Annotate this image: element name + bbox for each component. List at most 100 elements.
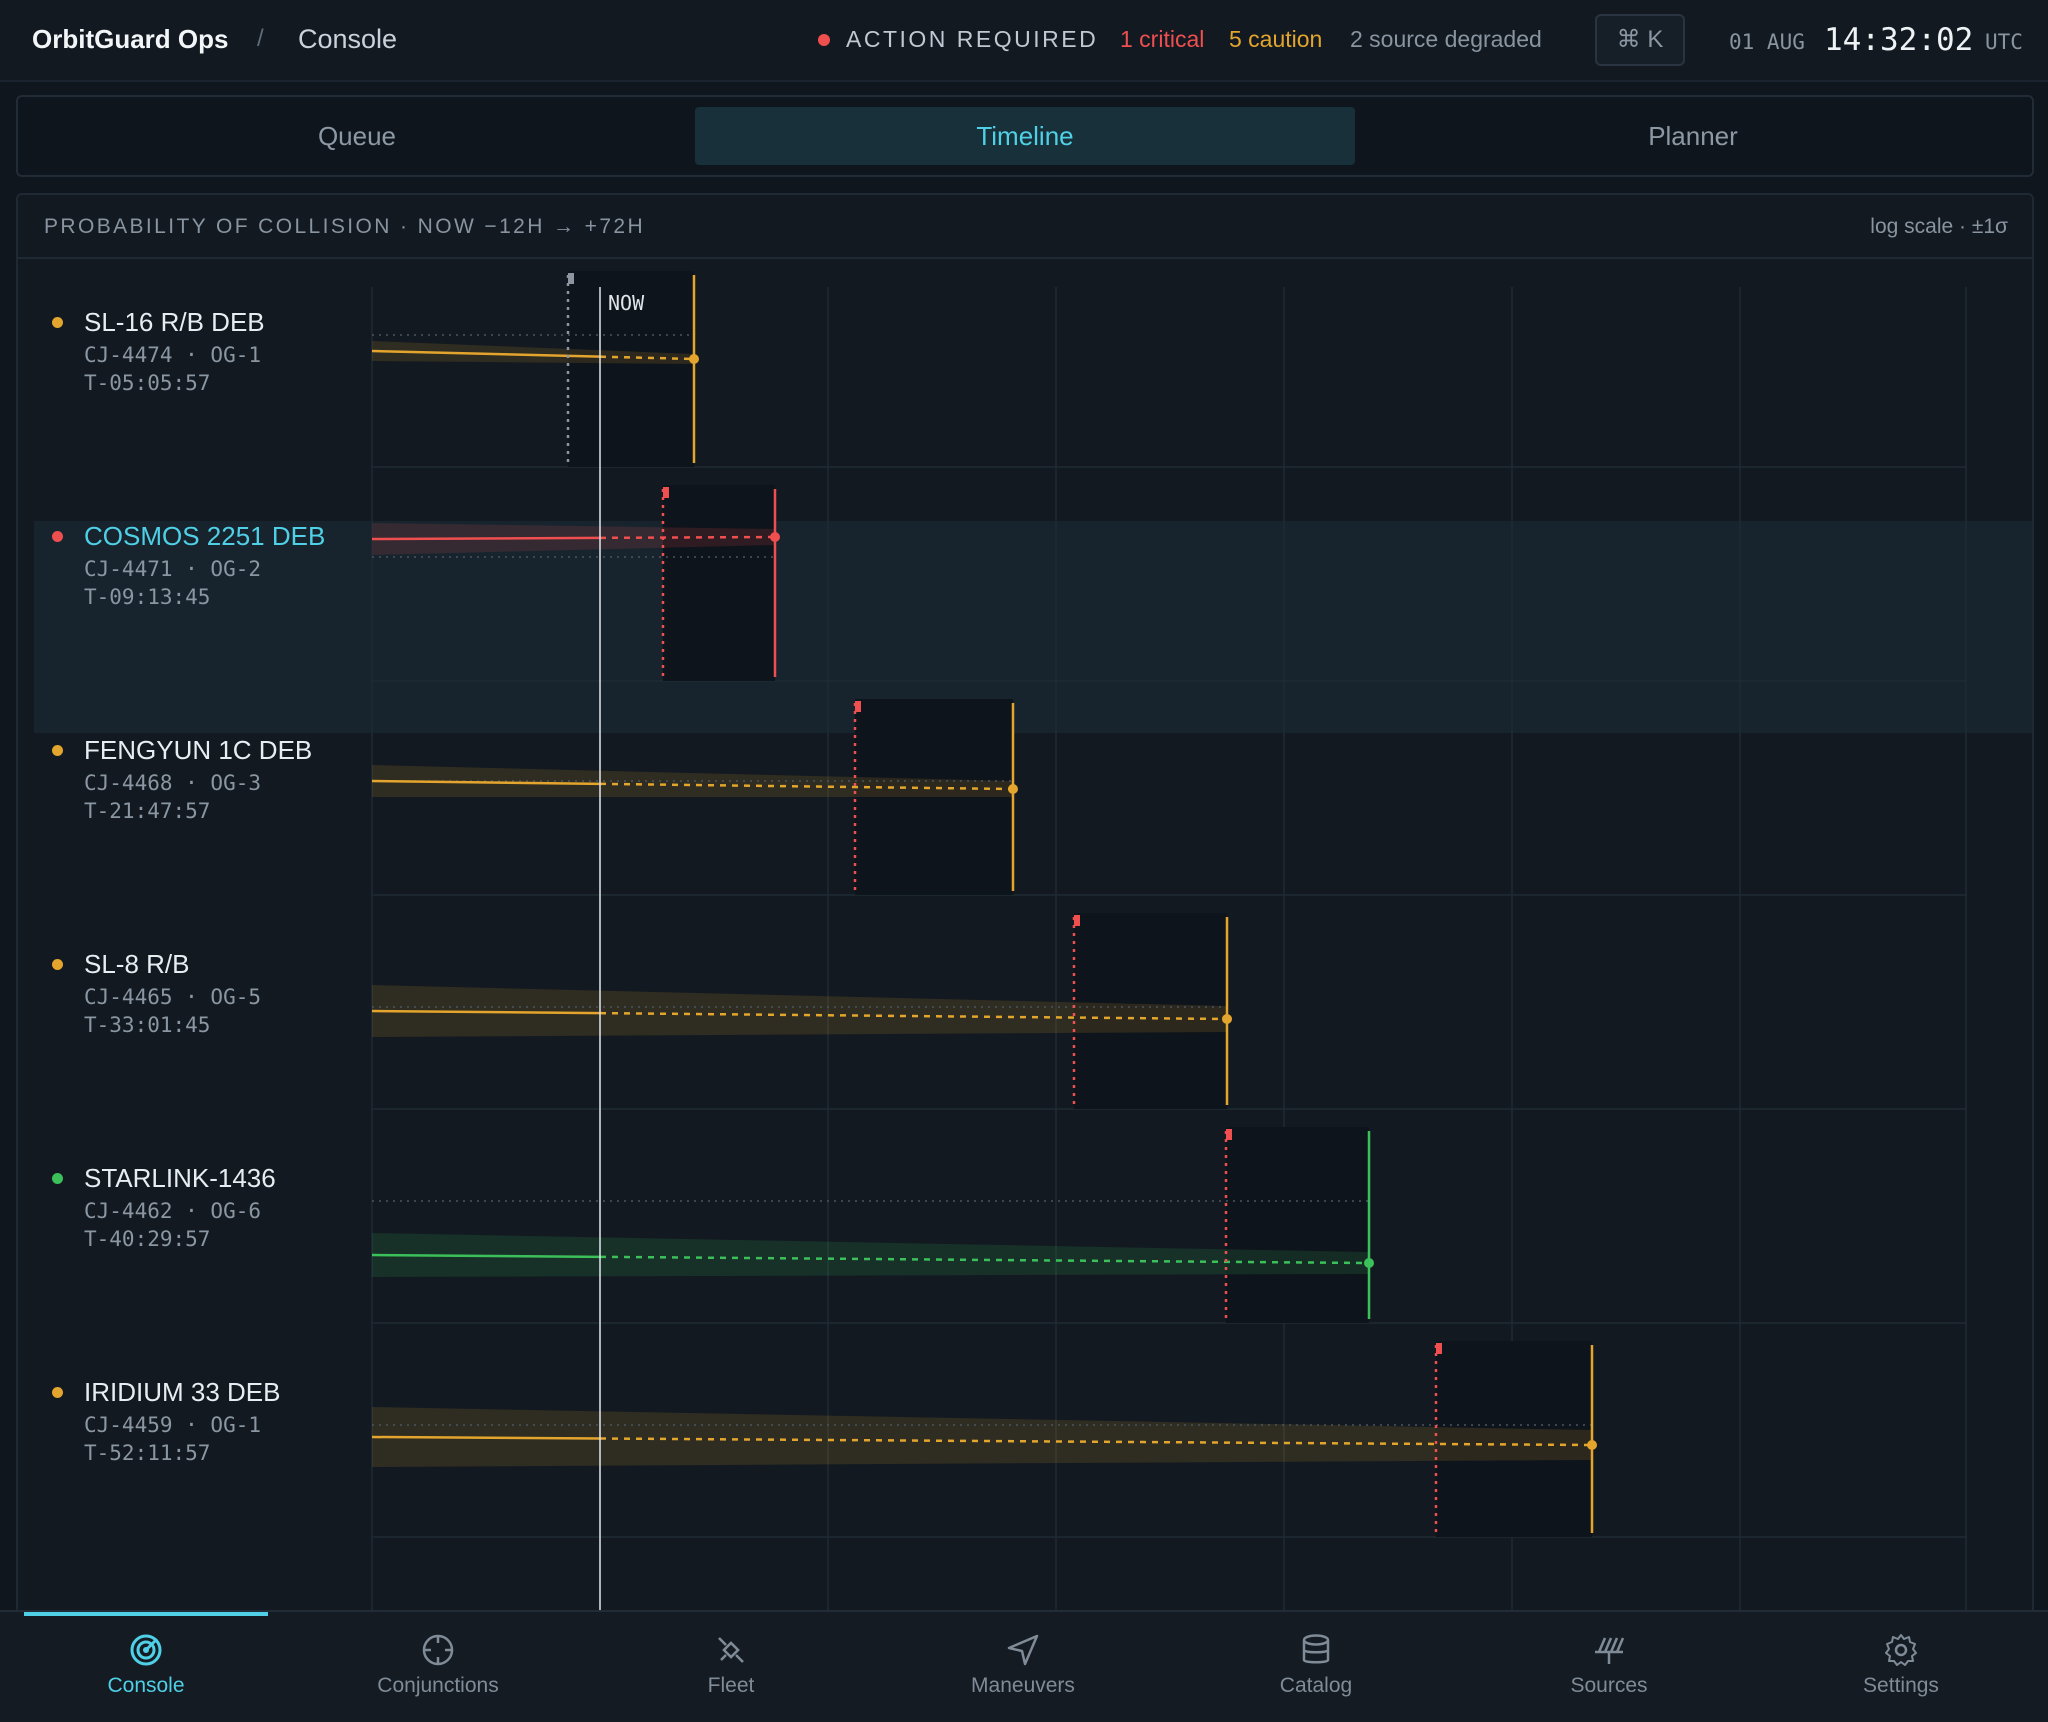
uncertainty-band [372, 1407, 1592, 1467]
view-switcher: Queue Timeline Planner [16, 95, 2034, 177]
status-dot [52, 317, 63, 328]
tca-point [1587, 1440, 1597, 1450]
now-label: NOW [608, 291, 645, 315]
pc-forecast-line [599, 535, 776, 540]
satellite-icon [718, 1637, 744, 1663]
conjunction-row[interactable]: COSMOS 2251 DEB CJ-4471 · OG-2 T-09:13:45 [18, 471, 378, 681]
pc-forecast-line [599, 782, 1014, 791]
conjunction-row[interactable]: STARLINK-1436 CJ-4462 · OG-6 T-40:29:57 [18, 1113, 378, 1323]
conjunction-id: CJ-4468 · OG-3 [84, 771, 262, 795]
status-dot [52, 1387, 63, 1398]
pc-forecast-line [599, 1437, 1593, 1447]
tca-window [568, 271, 694, 467]
selected-row-highlight [34, 521, 2032, 733]
utc-clock: 14:32:02 [1824, 22, 1974, 58]
conjunction-row[interactable]: SL-16 R/B DEB CJ-4474 · OG-1 T-05:05:57 [18, 257, 378, 467]
scale-note: log scale · ±1σ [1870, 215, 2008, 238]
deadline-flag [663, 487, 669, 498]
deadline-flag [1074, 915, 1080, 926]
database-icon [1302, 1634, 1330, 1664]
uncertainty-band [372, 765, 1013, 797]
breadcrumb-current[interactable]: Console [298, 24, 398, 54]
tca-point [1364, 1258, 1374, 1268]
object-name: SL-16 R/B DEB [84, 307, 265, 337]
tca-window [1074, 913, 1227, 1109]
nav-sources[interactable]: Sources [1463, 1632, 1755, 1712]
timeline-chart[interactable]: NOW [18, 257, 2032, 1615]
time-to-closest-approach: T-21:47:57 [84, 799, 211, 823]
nav-label: Sources [1570, 1674, 1648, 1697]
conjunction-id: CJ-4474 · OG-1 [84, 343, 262, 367]
nav-conjunctions[interactable]: Conjunctions [292, 1632, 584, 1712]
nav-settings[interactable]: Settings [1755, 1632, 2047, 1712]
nav-label: Catalog [1279, 1674, 1353, 1697]
time-to-closest-approach: T-33:01:45 [84, 1013, 211, 1037]
nav-fleet[interactable]: Fleet [585, 1632, 877, 1712]
pc-forecast-line [599, 1255, 1370, 1265]
signal-icon [1595, 1637, 1625, 1664]
nav-label: Console [107, 1674, 185, 1697]
pc-history-line [371, 1009, 601, 1015]
time-to-closest-approach: T-05:05:57 [84, 371, 211, 395]
pc-history-line [371, 779, 601, 786]
status-dot [52, 745, 63, 756]
uncertainty-band [372, 1233, 1369, 1277]
tca-window [855, 699, 1013, 895]
tca-point [1222, 1014, 1232, 1024]
top-bar: OrbitGuard Ops / Console ACTION REQUIRED… [0, 0, 2048, 82]
conjunction-id: CJ-4465 · OG-5 [84, 985, 262, 1009]
timezone-label: UTC [1985, 30, 2023, 54]
conjunction-id: CJ-4462 · OG-6 [84, 1199, 262, 1223]
date-readout: 01 AUG [1729, 30, 1805, 54]
nav-label: Maneuvers [971, 1674, 1075, 1697]
conjunction-id: CJ-4471 · OG-2 [84, 557, 262, 581]
tab-planner[interactable]: Planner [1648, 121, 1738, 151]
nav-catalog[interactable]: Catalog [1170, 1632, 1462, 1712]
status-dot [52, 959, 63, 970]
conjunction-row[interactable]: FENGYUN 1C DEB CJ-4468 · OG-3 T-21:47:57 [18, 685, 378, 895]
bottom-navigation: Console Conjunctions Fleet Maneuvers [0, 1610, 2048, 1722]
tca-window [663, 485, 775, 681]
pc-history-line [371, 536, 601, 541]
status-dot [52, 1173, 63, 1184]
object-name: FENGYUN 1C DEB [84, 735, 313, 765]
nav-maneuvers[interactable]: Maneuvers [877, 1632, 1169, 1712]
tca-window [1436, 1341, 1592, 1537]
object-name: COSMOS 2251 DEB [84, 521, 326, 551]
caution-count[interactable]: 5 caution [1229, 26, 1323, 52]
degraded-sources-count[interactable]: 2 source degraded [1350, 26, 1542, 52]
conjunction-id: CJ-4459 · OG-1 [84, 1413, 262, 1437]
nav-console[interactable]: Console [0, 1632, 292, 1712]
nav-label: Conjunctions [377, 1674, 499, 1697]
object-name: SL-8 R/B [84, 949, 190, 979]
uncertainty-band [372, 985, 1227, 1037]
time-to-closest-approach: T-09:13:45 [84, 585, 211, 609]
gear-icon [1885, 1634, 1917, 1666]
deadline-flag [1436, 1343, 1442, 1354]
radar-icon [130, 1634, 162, 1666]
pc-forecast-line [599, 1011, 1228, 1021]
alert-status-dot [818, 34, 830, 46]
time-to-closest-approach: T-40:29:57 [84, 1227, 211, 1251]
panel-title: PROBABILITY OF COLLISION · NOW −12H → +7… [44, 215, 646, 238]
command-palette-button[interactable]: ⌘ K [1595, 14, 1685, 66]
crosshair-icon [422, 1634, 454, 1666]
conjunction-row[interactable]: IRIDIUM 33 DEB CJ-4459 · OG-1 T-52:11:57 [18, 1327, 378, 1537]
action-required-label: ACTION REQUIRED [846, 26, 1099, 52]
deadline-flag [568, 273, 574, 284]
conjunction-row[interactable]: SL-8 R/B CJ-4465 · OG-5 T-33:01:45 [18, 899, 378, 1109]
deadline-flag [1226, 1129, 1232, 1140]
nav-label: Settings [1863, 1674, 1939, 1697]
breadcrumb-separator: / [257, 25, 264, 52]
time-to-closest-approach: T-52:11:57 [84, 1441, 211, 1465]
tca-window [1226, 1127, 1369, 1323]
tca-point [689, 354, 699, 364]
app-brand[interactable]: OrbitGuard Ops [32, 24, 229, 54]
pc-history-line [371, 1435, 601, 1440]
critical-count[interactable]: 1 critical [1120, 26, 1205, 52]
tab-queue[interactable]: Queue [317, 121, 397, 151]
tab-timeline[interactable]: Timeline [695, 107, 1355, 165]
tca-point [770, 532, 780, 542]
status-dot [52, 531, 63, 542]
deadline-flag [855, 701, 861, 712]
